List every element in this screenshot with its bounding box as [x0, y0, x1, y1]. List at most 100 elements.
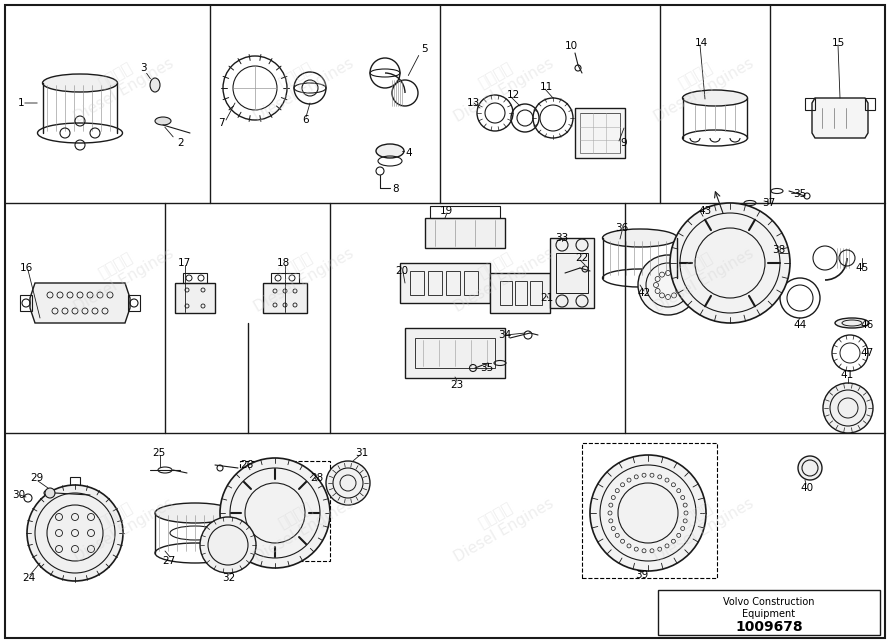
Bar — [530, 281, 542, 305]
Bar — [515, 281, 527, 305]
Circle shape — [638, 255, 698, 315]
Text: 36: 36 — [615, 223, 628, 233]
Text: Volvo Construction
Equipment: Volvo Construction Equipment — [724, 597, 814, 619]
Ellipse shape — [43, 124, 117, 142]
Bar — [70, 477, 80, 487]
Bar — [183, 273, 207, 283]
Text: 10: 10 — [565, 41, 578, 51]
Text: 40: 40 — [800, 483, 813, 493]
Text: 柴发动力
Diesel Engines: 柴发动力 Diesel Engines — [443, 481, 557, 565]
Bar — [702, 216, 746, 240]
Bar — [430, 206, 500, 218]
Bar — [575, 108, 625, 158]
Text: 柴发动力
Diesel Engines: 柴发动力 Diesel Engines — [643, 231, 756, 315]
Bar — [490, 273, 550, 313]
Ellipse shape — [603, 269, 677, 287]
Text: 31: 31 — [355, 448, 368, 458]
Ellipse shape — [150, 78, 160, 92]
Bar — [425, 218, 505, 248]
Bar — [556, 253, 588, 293]
Text: 30: 30 — [12, 490, 25, 500]
Ellipse shape — [155, 117, 171, 125]
Ellipse shape — [155, 503, 235, 523]
Bar — [20, 295, 32, 311]
Circle shape — [326, 461, 370, 505]
Text: 柴发动力
Diesel Engines: 柴发动力 Diesel Engines — [63, 41, 177, 125]
Bar — [410, 271, 424, 295]
Text: 46: 46 — [860, 320, 873, 330]
Text: 11: 11 — [540, 82, 554, 92]
Bar — [240, 461, 330, 561]
Ellipse shape — [376, 144, 404, 158]
Text: 29: 29 — [30, 473, 44, 483]
Ellipse shape — [603, 229, 677, 247]
Bar — [271, 273, 299, 283]
Circle shape — [823, 383, 873, 433]
Bar — [865, 98, 875, 110]
Bar — [658, 590, 880, 635]
Text: 45: 45 — [855, 263, 869, 273]
Polygon shape — [812, 98, 868, 138]
Bar — [128, 295, 140, 311]
Text: 27: 27 — [162, 556, 175, 566]
Text: 柴发动力
Diesel Engines: 柴发动力 Diesel Engines — [63, 231, 177, 315]
Text: 28: 28 — [310, 473, 323, 483]
Text: 柴发动力
Diesel Engines: 柴发动力 Diesel Engines — [643, 481, 756, 565]
Text: 44: 44 — [793, 320, 806, 330]
Text: 15: 15 — [832, 38, 846, 48]
Text: 1009678: 1009678 — [735, 620, 803, 634]
Text: 25: 25 — [152, 448, 166, 458]
Ellipse shape — [37, 123, 123, 143]
Bar — [446, 271, 460, 295]
Text: 22: 22 — [575, 253, 588, 263]
Text: 35: 35 — [793, 189, 806, 199]
Text: 39: 39 — [635, 570, 648, 580]
Text: 43: 43 — [698, 206, 711, 216]
Text: 32: 32 — [222, 573, 235, 583]
Text: 23: 23 — [450, 380, 464, 390]
Text: 26: 26 — [240, 460, 254, 470]
Circle shape — [590, 455, 706, 571]
Text: 42: 42 — [637, 288, 651, 298]
Ellipse shape — [43, 74, 117, 92]
Text: 柴发动力
Diesel Engines: 柴发动力 Diesel Engines — [63, 481, 177, 565]
Circle shape — [670, 203, 790, 323]
Ellipse shape — [683, 130, 748, 146]
Text: 38: 38 — [772, 245, 785, 255]
Bar — [500, 281, 512, 305]
Text: 21: 21 — [540, 293, 554, 303]
Text: 2: 2 — [177, 138, 183, 148]
Text: 20: 20 — [395, 266, 409, 276]
Text: 24: 24 — [22, 573, 36, 583]
Text: 9: 9 — [620, 138, 627, 148]
Ellipse shape — [155, 543, 235, 563]
Text: 41: 41 — [840, 370, 854, 380]
Text: 17: 17 — [178, 258, 191, 268]
Bar — [582, 443, 717, 578]
Ellipse shape — [835, 318, 869, 328]
Bar — [400, 263, 490, 303]
Text: 1: 1 — [18, 98, 25, 108]
Text: 柴发动力
Diesel Engines: 柴发动力 Diesel Engines — [443, 231, 557, 315]
Text: 37: 37 — [762, 198, 775, 208]
Bar — [805, 98, 815, 110]
Text: 7: 7 — [218, 118, 224, 128]
Circle shape — [45, 488, 55, 498]
Text: 18: 18 — [277, 258, 290, 268]
Circle shape — [27, 485, 123, 581]
Text: 柴发动力
Diesel Engines: 柴发动力 Diesel Engines — [243, 231, 357, 315]
Bar — [405, 328, 505, 378]
Text: 34: 34 — [498, 330, 511, 340]
Bar — [464, 271, 478, 295]
Text: 柴发动力
Diesel Engines: 柴发动力 Diesel Engines — [243, 41, 357, 125]
Ellipse shape — [683, 90, 748, 106]
Text: 35: 35 — [480, 363, 493, 373]
Circle shape — [220, 458, 330, 568]
Text: 8: 8 — [392, 184, 399, 194]
Text: 19: 19 — [440, 206, 453, 216]
Circle shape — [798, 456, 822, 480]
Bar — [263, 283, 307, 313]
Bar — [550, 238, 594, 308]
Text: 12: 12 — [507, 90, 521, 100]
Text: 柴发动力
Diesel Engines: 柴发动力 Diesel Engines — [443, 41, 557, 125]
